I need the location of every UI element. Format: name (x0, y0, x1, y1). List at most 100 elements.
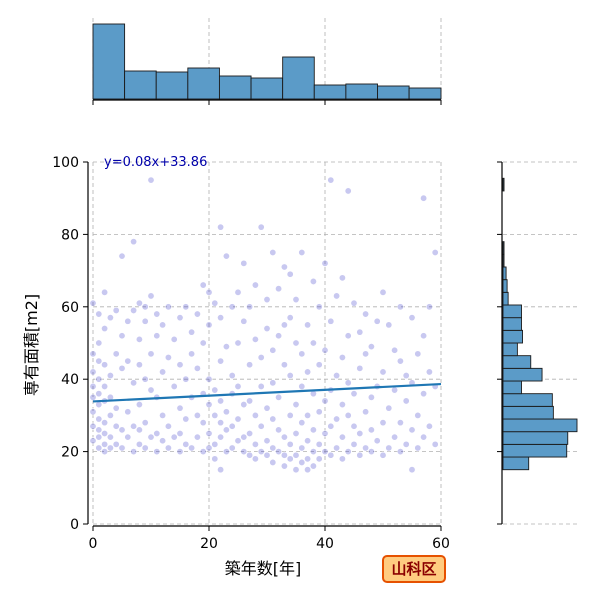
scatter-point (112, 350, 120, 358)
scatter-point (228, 444, 236, 452)
scatter-point (396, 448, 404, 456)
x-hist-bar (92, 23, 126, 100)
scatter-point (269, 444, 277, 452)
scatter-point (408, 466, 416, 474)
scatter-point (147, 386, 155, 394)
scatter-point (153, 448, 161, 456)
scatter-point (205, 288, 213, 296)
scatter-point (135, 426, 143, 434)
scatter-point (344, 332, 352, 340)
scatter-point (367, 426, 375, 434)
scatter-point (269, 249, 277, 257)
scatter-point (211, 386, 219, 394)
scatter-point (344, 411, 352, 419)
scatter-point (95, 339, 103, 347)
scatter-point (356, 451, 364, 459)
scatter-point (286, 411, 294, 419)
scatter-point (124, 408, 132, 416)
scatter-point (298, 419, 306, 427)
scatter-point (164, 444, 172, 452)
scatter-point (217, 314, 225, 322)
scatter-point (141, 444, 149, 452)
scatter-point (118, 252, 126, 260)
scatter-point (269, 415, 277, 423)
scatter-point (431, 249, 439, 257)
y-hist-bar (502, 266, 507, 281)
scatter-point (234, 415, 242, 423)
x-tick-label: 60 (432, 536, 450, 552)
scatter-point (286, 372, 294, 380)
y-tick-label: 100 (52, 155, 79, 171)
scatter-point (112, 440, 120, 448)
scatter-point (292, 429, 300, 437)
scatter-point (292, 401, 300, 409)
scatter-point (338, 274, 346, 282)
scatter-point (275, 426, 283, 434)
scatter-point (188, 350, 196, 358)
scatter-point (391, 386, 399, 394)
scatter-point (135, 401, 143, 409)
scatter-point (141, 419, 149, 427)
scatter-point (391, 433, 399, 441)
scatter-point (222, 252, 230, 260)
scatter-point (222, 343, 230, 351)
scatter-point (292, 466, 300, 474)
scatter-point (367, 343, 375, 351)
scatter-point (176, 448, 184, 456)
scatter-point (350, 390, 358, 398)
scatter-point (408, 314, 416, 322)
scatter-point (193, 433, 201, 441)
scatter-point (257, 353, 265, 361)
scatter-point (275, 448, 283, 456)
scatter-point (135, 299, 143, 307)
scatter-point (344, 187, 352, 195)
scatter-point (95, 375, 103, 383)
scatter-point (385, 444, 393, 452)
scatter-plot-area: y=0.08x+33.86 0 20 40 60 0 20 40 60 80 100 (52, 155, 450, 552)
scatter-point (106, 314, 114, 322)
scatter-point (101, 440, 109, 448)
scatter-point (367, 393, 375, 401)
scatter-point (292, 296, 300, 304)
scatter-point (217, 397, 225, 405)
scatter-point (240, 448, 248, 456)
scatter-point (356, 364, 364, 372)
scatter-point (315, 361, 323, 369)
y-axis-title: 専有面積[m2] (22, 294, 41, 396)
scatter-point (234, 382, 242, 390)
y-hist-bar (502, 279, 508, 293)
scatter-point (106, 444, 114, 452)
scatter-point (135, 335, 143, 343)
scatter-point (425, 303, 433, 311)
scatter-point (269, 346, 277, 354)
scatter-point (402, 440, 410, 448)
scatter-point (246, 361, 254, 369)
scatter-point (205, 429, 213, 437)
scatter-point (321, 346, 329, 354)
scatter-point (304, 368, 312, 376)
scatter-point (350, 440, 358, 448)
scatter-point (101, 448, 109, 456)
scatter-point (205, 401, 213, 409)
x-tick-label: 40 (316, 536, 334, 552)
scatter-point (101, 325, 109, 333)
scatter-point (130, 448, 138, 456)
scatter-point (263, 451, 271, 459)
scatter-point (89, 422, 97, 430)
scatter-point (379, 368, 387, 376)
scatter-point (199, 339, 207, 347)
scatter-point (373, 317, 381, 325)
scatter-point (118, 332, 126, 340)
x-axis-title: 築年数[年] (225, 559, 302, 578)
scatter-point (385, 404, 393, 412)
scatter-point (170, 335, 178, 343)
scatter-point (188, 328, 196, 336)
scatter-point (338, 455, 346, 463)
scatter-point (396, 303, 404, 311)
scatter-point (251, 281, 259, 289)
scatter-point (217, 357, 225, 365)
scatter-point (315, 408, 323, 416)
scatter-point (176, 314, 184, 322)
y-tick-label: 0 (70, 517, 79, 533)
y-marginal-histogram (497, 161, 578, 525)
